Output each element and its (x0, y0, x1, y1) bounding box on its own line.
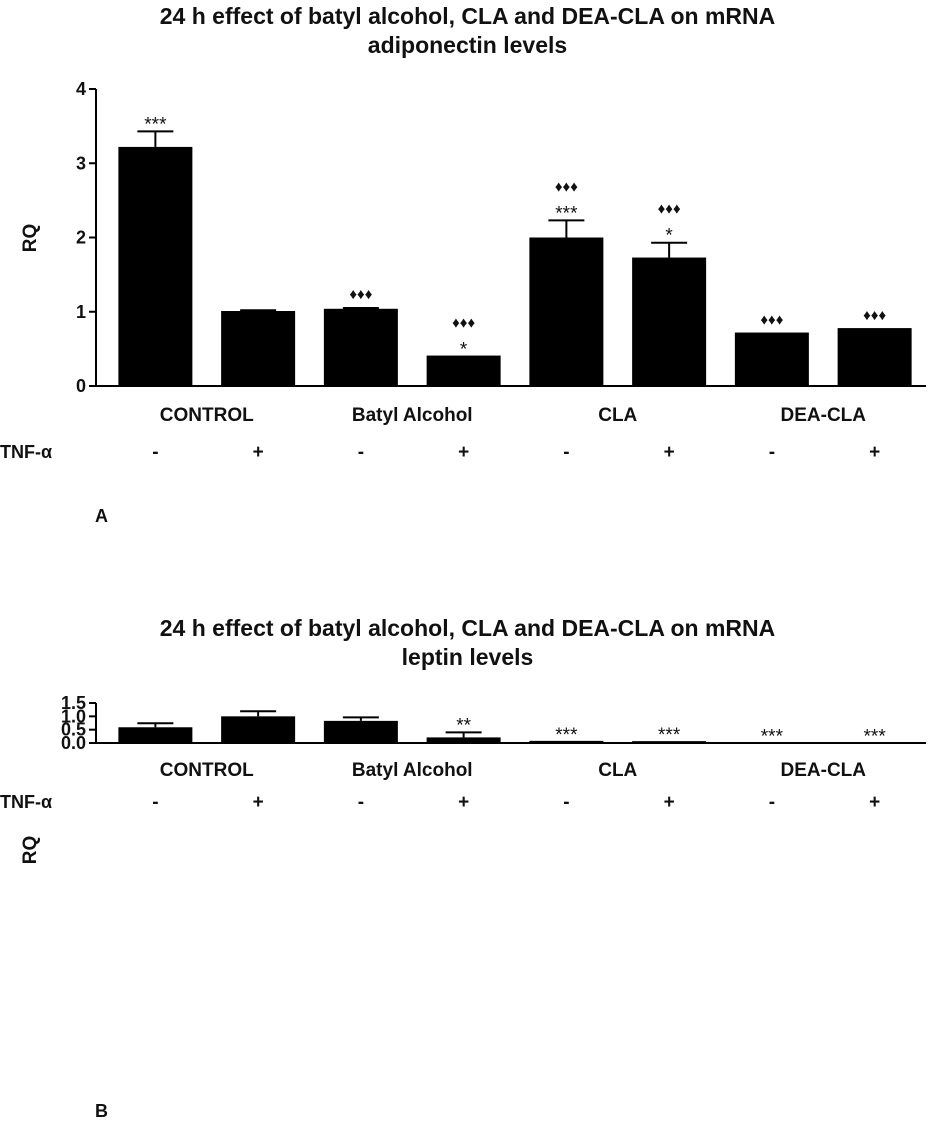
y-tick-label: 0.0 (61, 733, 86, 753)
significance-label: ♦♦♦ (555, 178, 578, 195)
treatment-sign: + (253, 792, 264, 813)
bar (118, 727, 193, 743)
bar (529, 237, 604, 386)
treatment-sign: - (358, 442, 364, 463)
chart-title-line-1: 24 h effect of batyl alcohol, CLA and DE… (159, 3, 776, 29)
leptin-bar-chart: 0.00.51.01.5RQ** *** *** *** ***CONTROL Batyl… (0, 693, 926, 865)
significance-label: *** (144, 114, 167, 135)
significance-label: * (665, 226, 673, 247)
treatment-sign: + (458, 442, 469, 463)
panel-label: B (95, 1101, 108, 1121)
x-group-label: DEA-CLA (781, 405, 867, 426)
bar (837, 328, 912, 386)
treatment-sign: + (869, 442, 880, 463)
significance-label: *** (555, 725, 578, 746)
x-group-label: Batyl Alcohol (352, 760, 473, 781)
y-tick-label: 1.0 (61, 706, 86, 726)
significance-label: ♦♦♦ (349, 286, 372, 303)
bar (529, 740, 604, 743)
y-tick-label: 2 (76, 228, 86, 248)
y-tick-label: 1 (76, 302, 86, 322)
treatment-sign: - (563, 442, 569, 463)
bar (323, 308, 398, 386)
bar (221, 311, 296, 386)
treatment-sign: - (769, 442, 775, 463)
bar (323, 720, 398, 743)
chart-title: 24 h effect of batyl alcohol, CLA and DE… (0, 614, 935, 672)
significance-label: ♦♦♦ (658, 201, 681, 218)
x-group-label: CLA (598, 405, 637, 426)
significance-label: ♦♦♦ (863, 307, 886, 324)
significance-label: *** (658, 725, 681, 746)
x-group-label: CONTROL (160, 760, 254, 781)
y-tick-label: 1.5 (61, 693, 86, 713)
y-axis-label: RQ (20, 224, 41, 253)
bar (734, 742, 809, 744)
treatment-sign: - (152, 792, 158, 813)
chart-title-line-2: leptin levels (401, 644, 534, 670)
bar (632, 257, 707, 386)
bar (734, 332, 809, 386)
significance-label: ♦♦♦ (452, 315, 475, 332)
panel-a: 24 h effect of batyl alcohol, CLA and DE… (0, 0, 935, 540)
x-group-label: DEA-CLA (781, 760, 867, 781)
x-group-label: CLA (598, 760, 637, 781)
treatment-sign: + (253, 442, 264, 463)
treatment-sign: - (563, 792, 569, 813)
bar (118, 146, 193, 386)
bar (426, 737, 501, 743)
significance-label: *** (555, 203, 578, 224)
treatment-sign: + (869, 792, 880, 813)
adiponectin-bar-chart: 0 1 2 3 4 RQ *** ♦♦♦ * ♦♦♦ *** ♦♦♦ * ♦♦♦ ♦♦♦ ♦♦♦ CONTROL… (0, 79, 926, 463)
significance-label: *** (761, 726, 784, 747)
bar (426, 355, 501, 386)
chart-title: 24 h effect of batyl alcohol, CLA and DE… (0, 2, 935, 60)
treatment-sign: - (769, 792, 775, 813)
bar (632, 741, 707, 743)
treatment-sign: - (358, 792, 364, 813)
treatment-row-label: TNF-α (0, 442, 52, 462)
y-tick-label: 3 (76, 153, 86, 173)
y-tick-label: 4 (76, 79, 86, 99)
bar (837, 742, 912, 744)
treatment-sign: + (664, 792, 675, 813)
x-group-label: CONTROL (160, 405, 254, 426)
panel-b: 24 h effect of batyl alcohol, CLA and DE… (0, 600, 935, 1134)
significance-label: ** (456, 715, 471, 736)
panel-label: A (95, 506, 108, 526)
treatment-sign: - (152, 442, 158, 463)
x-group-label: Batyl Alcohol (352, 405, 473, 426)
chart-title-line-2: adiponectin levels (367, 32, 568, 58)
bar (221, 716, 296, 743)
y-axis-label: RQ (20, 836, 41, 865)
treatment-sign: + (458, 792, 469, 813)
significance-label: *** (864, 726, 887, 747)
treatment-row-label: TNF-α (0, 792, 52, 812)
significance-label: * (460, 340, 468, 361)
chart-title-line-1: 24 h effect of batyl alcohol, CLA and DE… (159, 615, 776, 641)
significance-label: ♦♦♦ (760, 312, 783, 329)
treatment-sign: + (664, 442, 675, 463)
y-tick-label: 0 (76, 376, 86, 396)
y-tick-label: 0.5 (61, 720, 86, 740)
